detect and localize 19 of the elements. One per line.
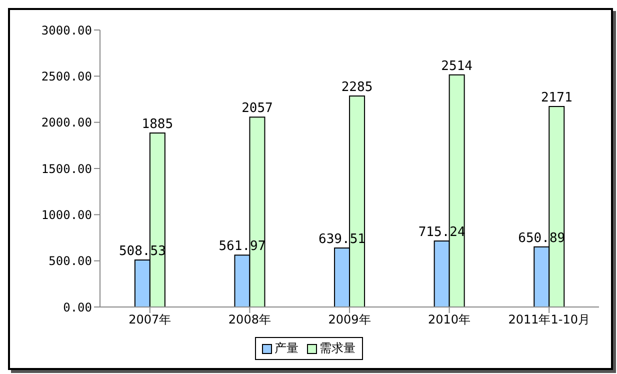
x-tick-label: 2008年 <box>228 312 271 327</box>
y-tick-label: 0.00 <box>63 300 92 314</box>
x-tick-label: 2007年 <box>128 312 172 327</box>
data-label: 2285 <box>341 80 373 96</box>
data-label: 1885 <box>142 116 174 132</box>
y-tick-label: 1000.00 <box>41 208 92 222</box>
legend-label: 产量 <box>274 340 298 357</box>
x-tick-label: 2011年1-10月 <box>508 312 590 327</box>
data-label: 2171 <box>540 90 572 106</box>
y-tick-label: 2500.00 <box>41 69 92 84</box>
y-tick-label: 3000.00 <box>41 23 92 38</box>
y-tick-label: 500.00 <box>48 254 92 268</box>
x-tick-label: 2009年 <box>328 312 371 327</box>
y-tick-label: 1500.00 <box>41 162 92 176</box>
data-label: 2057 <box>242 101 273 116</box>
y-tick-label: 2000.00 <box>41 116 92 130</box>
data-label: 2514 <box>441 58 473 74</box>
x-tick-label: 2010年 <box>428 312 471 327</box>
legend-label: 需求量 <box>318 340 356 357</box>
